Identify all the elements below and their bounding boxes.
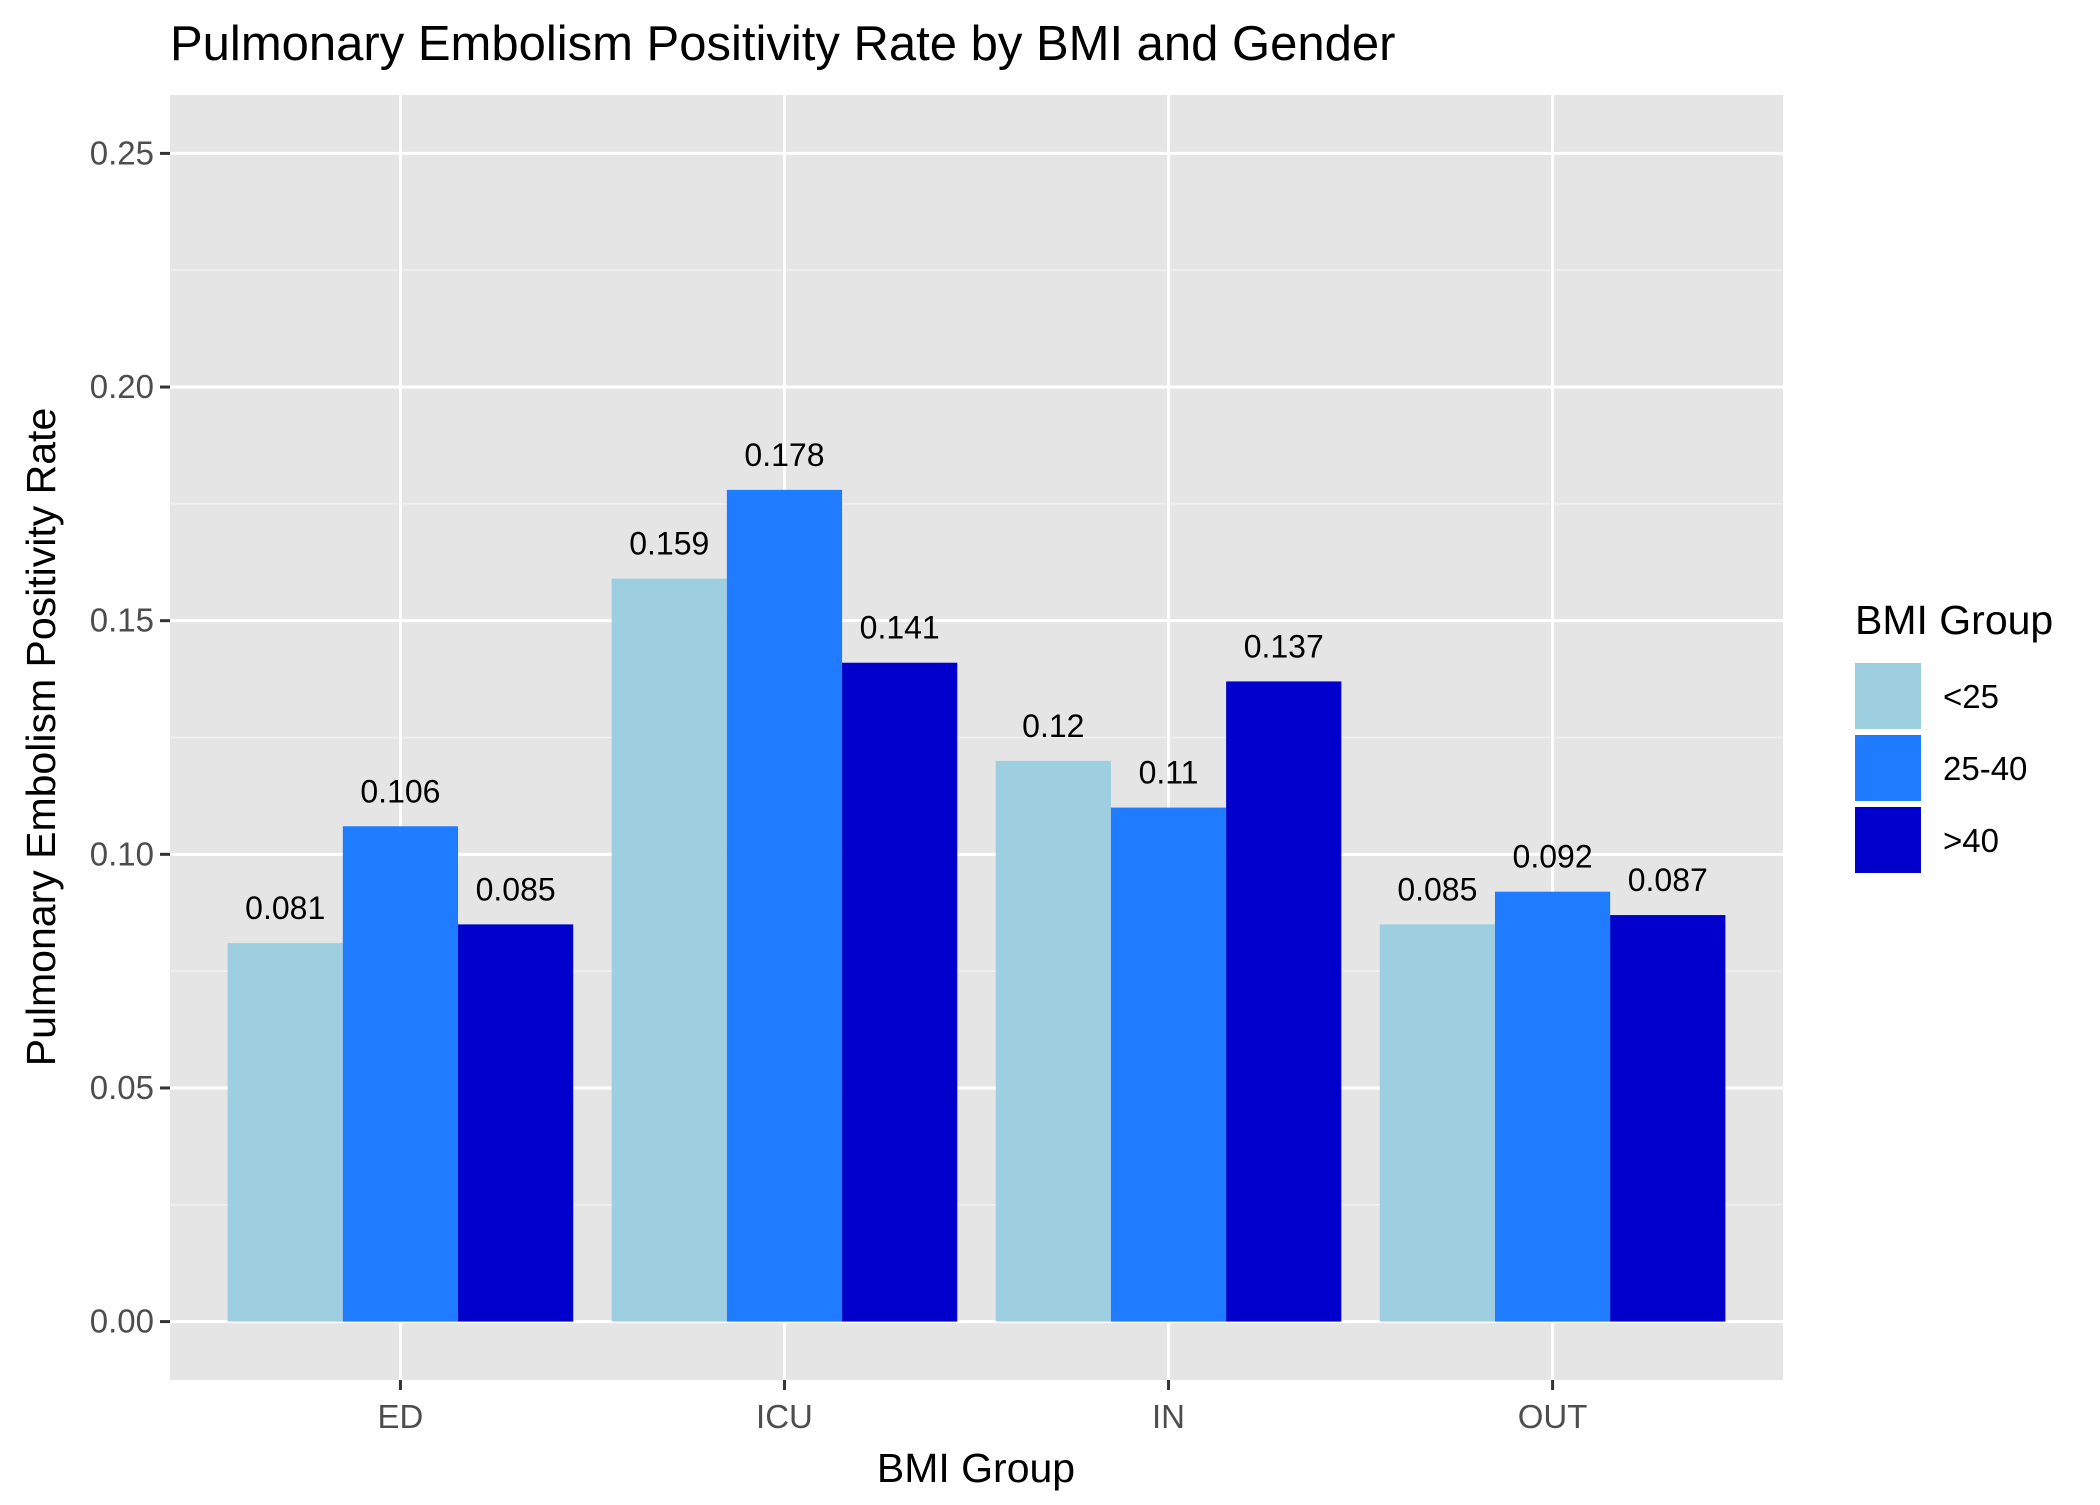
legend-label: <25: [1943, 678, 1999, 715]
x-tick-label: ICU: [756, 1398, 813, 1435]
x-axis: ED ICU IN OUT: [378, 1380, 1588, 1435]
bar: [342, 826, 459, 1322]
bar-value-label: 0.137: [1244, 628, 1324, 664]
bar: [726, 489, 843, 1322]
bar-value-label: 0.081: [245, 890, 325, 926]
chart-title: Pulmonary Embolism Positivity Rate by BM…: [170, 17, 1395, 71]
bar: [1110, 807, 1227, 1322]
bar: [1379, 924, 1495, 1322]
y-tick-label: 0.20: [90, 368, 154, 405]
bar-value-label: 0.12: [1022, 708, 1084, 744]
legend-key: [1855, 735, 1921, 801]
data-labels-layer: 0.081 0.159 0.12 0.085 0.106 0.178 0.11 0.092 0.…: [245, 437, 1708, 926]
bar-value-label: 0.087: [1628, 862, 1708, 898]
bar: [1610, 915, 1726, 1322]
y-tick-label: 0.10: [90, 835, 154, 872]
bar: [227, 943, 343, 1322]
legend-items: <25 25-40 >40: [1855, 663, 2027, 873]
bar-value-label: 0.092: [1513, 839, 1593, 875]
bar-value-label: 0.178: [744, 437, 824, 473]
bar: [1226, 681, 1342, 1322]
legend-label: 25-40: [1943, 750, 2027, 787]
x-tick-label: IN: [1152, 1398, 1185, 1435]
bar: [1494, 891, 1611, 1322]
bar-value-label: 0.085: [1397, 871, 1477, 907]
y-tick-label: 0.00: [90, 1303, 154, 1340]
x-tick-label: OUT: [1518, 1398, 1588, 1435]
x-tick-label: ED: [378, 1398, 424, 1435]
legend-key: [1855, 663, 1921, 729]
legend-label: >40: [1943, 822, 1999, 859]
legend: BMI Group <25 25-40 >40: [1855, 597, 2053, 873]
x-axis-title: BMI Group: [877, 1445, 1075, 1491]
legend-key: [1855, 807, 1921, 873]
y-tick-label: 0.15: [90, 602, 154, 639]
y-axis-title: Pulmonary Embolism Positivity Rate: [18, 408, 64, 1066]
bars-layer: [227, 489, 1726, 1322]
y-tick-label: 0.05: [90, 1069, 154, 1106]
bar-value-label: 0.085: [476, 871, 556, 907]
bar-value-label: 0.141: [860, 610, 940, 646]
bar-value-label: 0.106: [360, 773, 440, 809]
bar: [611, 578, 727, 1322]
bar: [458, 924, 574, 1322]
bar: [842, 662, 958, 1322]
bar-value-label: 0.159: [629, 526, 709, 562]
bar: [995, 760, 1111, 1322]
y-axis: 0.00 0.05 0.10 0.15 0.20 0.25: [90, 134, 170, 1340]
legend-title: BMI Group: [1855, 597, 2053, 643]
y-tick-label: 0.25: [90, 134, 154, 171]
bar-value-label: 0.11: [1139, 755, 1199, 791]
